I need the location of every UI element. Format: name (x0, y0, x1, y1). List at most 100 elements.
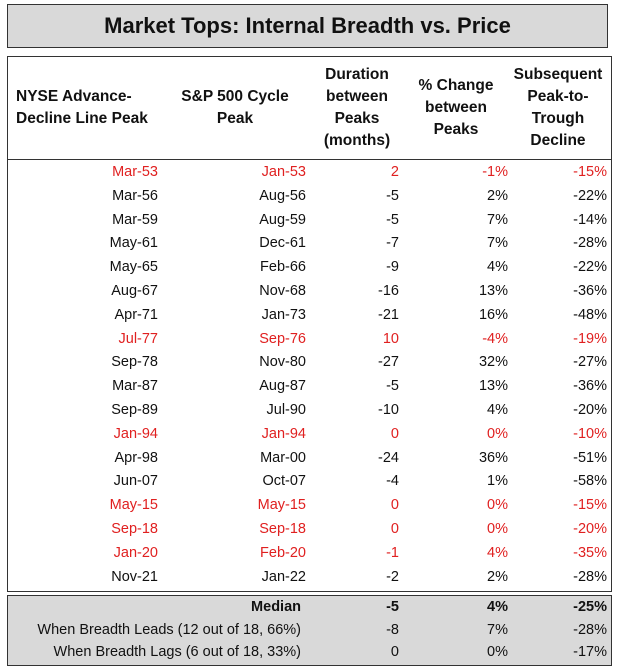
sp-peak-cell: Jan-53 (261, 164, 306, 180)
summary-pct-change: 7% (487, 621, 508, 638)
ad-peak-cell: May-61 (109, 235, 158, 252)
decline-cell: -51% (573, 449, 607, 466)
decline-cell: -15% (573, 164, 607, 180)
duration-cell: 2 (390, 164, 399, 180)
pct-change-cell: 0% (487, 497, 508, 514)
summary-row: When Breadth Leads (12 out of 18, 66%) -8… (8, 619, 611, 642)
table-row: Mar-59 Aug-59 -5 7% -14% (8, 209, 611, 233)
pct-change-cell: 16% (478, 306, 508, 323)
pct-change-cell: 7% (487, 211, 508, 228)
sp-peak-cell: Jan-94 (261, 425, 306, 442)
sp-peak-cell: Dec-61 (259, 235, 306, 252)
table-row: Mar-53 Jan-53 2 -1% -15% (8, 161, 611, 185)
summary-duration: -5 (386, 599, 399, 615)
summary-decline: -25% (573, 599, 607, 615)
pct-change-cell: 4% (487, 259, 508, 276)
decline-cell: -36% (573, 378, 607, 395)
pct-change-cell: 2% (487, 187, 508, 204)
table-title: Market Tops: Internal Breadth vs. Price (7, 4, 608, 48)
decline-cell: -22% (573, 187, 607, 204)
ad-peak-cell: Mar-87 (112, 378, 158, 395)
ad-peak-cell: Mar-59 (112, 211, 158, 228)
header-sp500-peak: S&P 500 Cycle Peak (181, 88, 289, 127)
pct-change-cell: 2% (487, 568, 508, 585)
decline-cell: -19% (573, 330, 607, 347)
table-row: Mar-87 Aug-87 -5 13% -36% (8, 375, 611, 399)
header-divider (8, 159, 611, 160)
header-pct-change: % Change between Peaks (418, 77, 494, 138)
duration-cell: 0 (390, 425, 399, 442)
sp-peak-cell: May-15 (257, 497, 306, 514)
duration-cell: -7 (386, 235, 399, 252)
ad-peak-cell: Sep-18 (111, 520, 158, 537)
decline-cell: -58% (573, 473, 607, 490)
table-row: Sep-78 Nov-80 -27 32% -27% (8, 351, 611, 375)
pct-change-cell: -1% (482, 164, 508, 180)
pct-change-cell: 32% (478, 354, 508, 371)
sp-peak-cell: Aug-56 (259, 187, 306, 204)
duration-cell: -9 (386, 259, 399, 276)
header-decline: Subsequent Peak-to- Trough Decline (513, 66, 603, 149)
duration-cell: -10 (378, 401, 399, 418)
decline-cell: -22% (573, 259, 607, 276)
table-row: May-15 May-15 0 0% -15% (8, 494, 611, 518)
ad-peak-cell: Jan-94 (113, 425, 158, 442)
decline-cell: -28% (573, 568, 607, 585)
sp-peak-cell: Jan-73 (261, 306, 306, 323)
pct-change-cell: -4% (482, 330, 508, 347)
header-duration: Duration between Peaks (months) (323, 66, 391, 149)
decline-cell: -20% (573, 520, 607, 537)
decline-cell: -36% (573, 282, 607, 299)
header-ad-line-peak: NYSE Advance- Decline Line Peak (16, 88, 148, 127)
summary-pct-change: 4% (487, 599, 508, 615)
decline-cell: -48% (573, 306, 607, 323)
duration-cell: 10 (382, 330, 399, 347)
table-row: Nov-21 Jan-22 -2 2% -28% (8, 566, 611, 590)
duration-cell: -2 (386, 568, 399, 585)
table-row: May-61 Dec-61 -7 7% -28% (8, 232, 611, 256)
pct-change-cell: 4% (487, 401, 508, 418)
duration-cell: -5 (386, 378, 399, 395)
summary-row: When Breadth Lags (6 out of 18, 33%) 0 0% -… (8, 641, 611, 664)
decline-cell: -28% (573, 235, 607, 252)
sp-peak-cell: Aug-59 (259, 211, 306, 228)
ad-peak-cell: Aug-67 (111, 282, 158, 299)
table-row: Aug-67 Nov-68 -16 13% -36% (8, 280, 611, 304)
summary-duration: -8 (386, 621, 399, 638)
decline-cell: -10% (573, 425, 607, 442)
summary-duration: 0 (390, 644, 399, 661)
ad-peak-cell: Sep-89 (111, 401, 158, 418)
summary-decline: -17% (573, 644, 607, 661)
duration-cell: -5 (386, 211, 399, 228)
duration-cell: -21 (378, 306, 399, 323)
ad-peak-cell: Apr-98 (114, 449, 158, 466)
table-row: Mar-56 Aug-56 -5 2% -22% (8, 185, 611, 209)
table-row: May-65 Feb-66 -9 4% -22% (8, 256, 611, 280)
duration-cell: 0 (390, 520, 399, 537)
table-row: Apr-98 Mar-00 -24 36% -51% (8, 447, 611, 471)
sp-peak-cell: Nov-68 (259, 282, 306, 299)
table-row: Apr-71 Jan-73 -21 16% -48% (8, 304, 611, 328)
table-row: Jul-77 Sep-76 10 -4% -19% (8, 328, 611, 352)
table-body: Mar-53 Jan-53 2 -1% -15% Mar-56 Aug-56 -5 2% -22%… (8, 161, 611, 589)
table-row: Jun-07 Oct-07 -4 1% -58% (8, 470, 611, 494)
sp-peak-cell: Feb-20 (260, 544, 306, 561)
pct-change-cell: 13% (478, 282, 508, 299)
duration-cell: -4 (386, 473, 399, 490)
sp-peak-cell: Feb-66 (260, 259, 306, 276)
ad-peak-cell: Jun-07 (113, 473, 158, 490)
ad-peak-cell: Jan-20 (113, 544, 158, 561)
ad-peak-cell: Mar-56 (112, 187, 158, 204)
decline-cell: -15% (573, 497, 607, 514)
sp-peak-cell: Aug-87 (259, 378, 306, 395)
sp-peak-cell: Mar-00 (260, 449, 306, 466)
duration-cell: 0 (390, 497, 399, 514)
pct-change-cell: 4% (487, 544, 508, 561)
sp-peak-cell: Sep-18 (259, 520, 306, 537)
table-row: Sep-18 Sep-18 0 0% -20% (8, 518, 611, 542)
duration-cell: -5 (386, 187, 399, 204)
decline-cell: -35% (573, 544, 607, 561)
pct-change-cell: 36% (478, 449, 508, 466)
summary-label: When Breadth Leads (12 out of 18, 66%) (37, 621, 301, 638)
sp-peak-cell: Jan-22 (261, 568, 306, 585)
